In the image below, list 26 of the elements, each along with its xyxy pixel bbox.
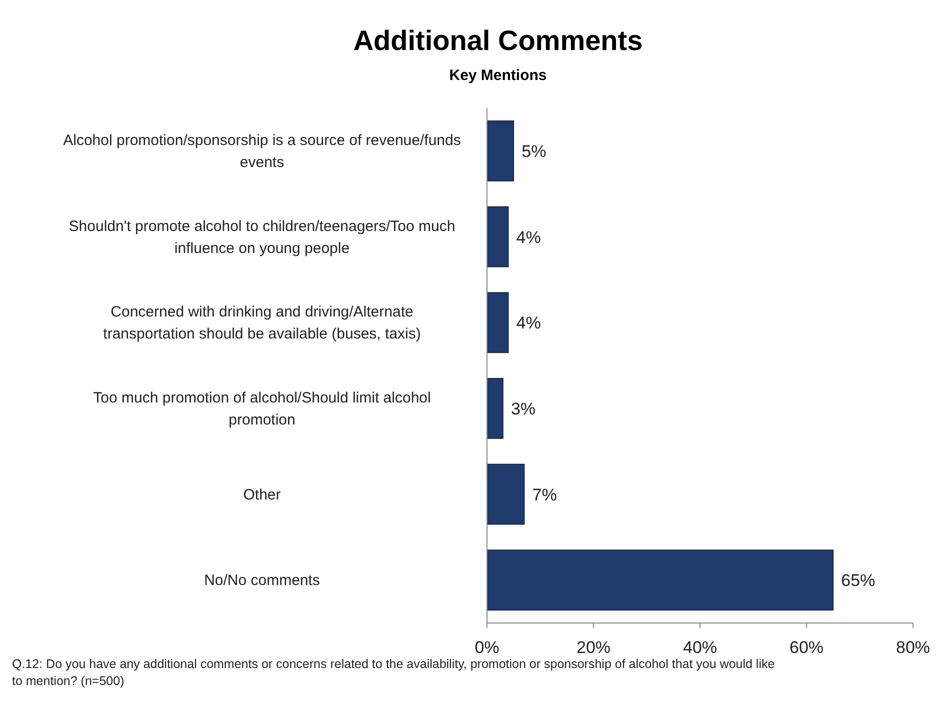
- x-tick-label: 0%: [474, 638, 500, 657]
- x-tick-label: 80%: [896, 638, 930, 657]
- y-tick-label: Other: [243, 486, 281, 504]
- chart-subtitle: Key Mentions: [449, 67, 547, 84]
- bar: [486, 120, 514, 182]
- y-tick-label: Too much promotion of alcohol/Should limit alcohol promotion: [93, 389, 431, 428]
- x-tick-label: 60%: [789, 638, 824, 657]
- data-label: 5%: [522, 142, 546, 161]
- bar: [486, 206, 509, 268]
- bar: [486, 464, 525, 525]
- data-label: 65%: [841, 571, 876, 590]
- data-label: 4%: [516, 228, 541, 247]
- bar: [486, 378, 504, 439]
- y-tick-label: Alcohol promotion/sponsorship is a source of revenue/funds events: [63, 132, 461, 171]
- data-label: 4%: [516, 314, 541, 333]
- x-tick-label: 40%: [682, 638, 718, 657]
- x-tick-label: 20%: [576, 638, 611, 657]
- y-tick-label: Shouldn't promote alcohol to children/teenagers/Too much influence on young people: [68, 218, 456, 257]
- y-tick-label: No/No comments: [204, 572, 320, 590]
- text: Q.12: Do you have any additional comments or concerns related to the availability, promotion or sponsorship of alcohol that you would like to mention? (n=500): [12, 657, 775, 688]
- bar: [486, 550, 834, 611]
- data-label: 7%: [532, 485, 557, 504]
- bar: [486, 292, 509, 354]
- y-tick-label: Concerned with drinking and driving/Alternate transportation should be available (buses, taxis): [103, 304, 421, 343]
- chart-title: Additional Comments: [353, 25, 643, 56]
- data-label: 3%: [510, 399, 536, 418]
